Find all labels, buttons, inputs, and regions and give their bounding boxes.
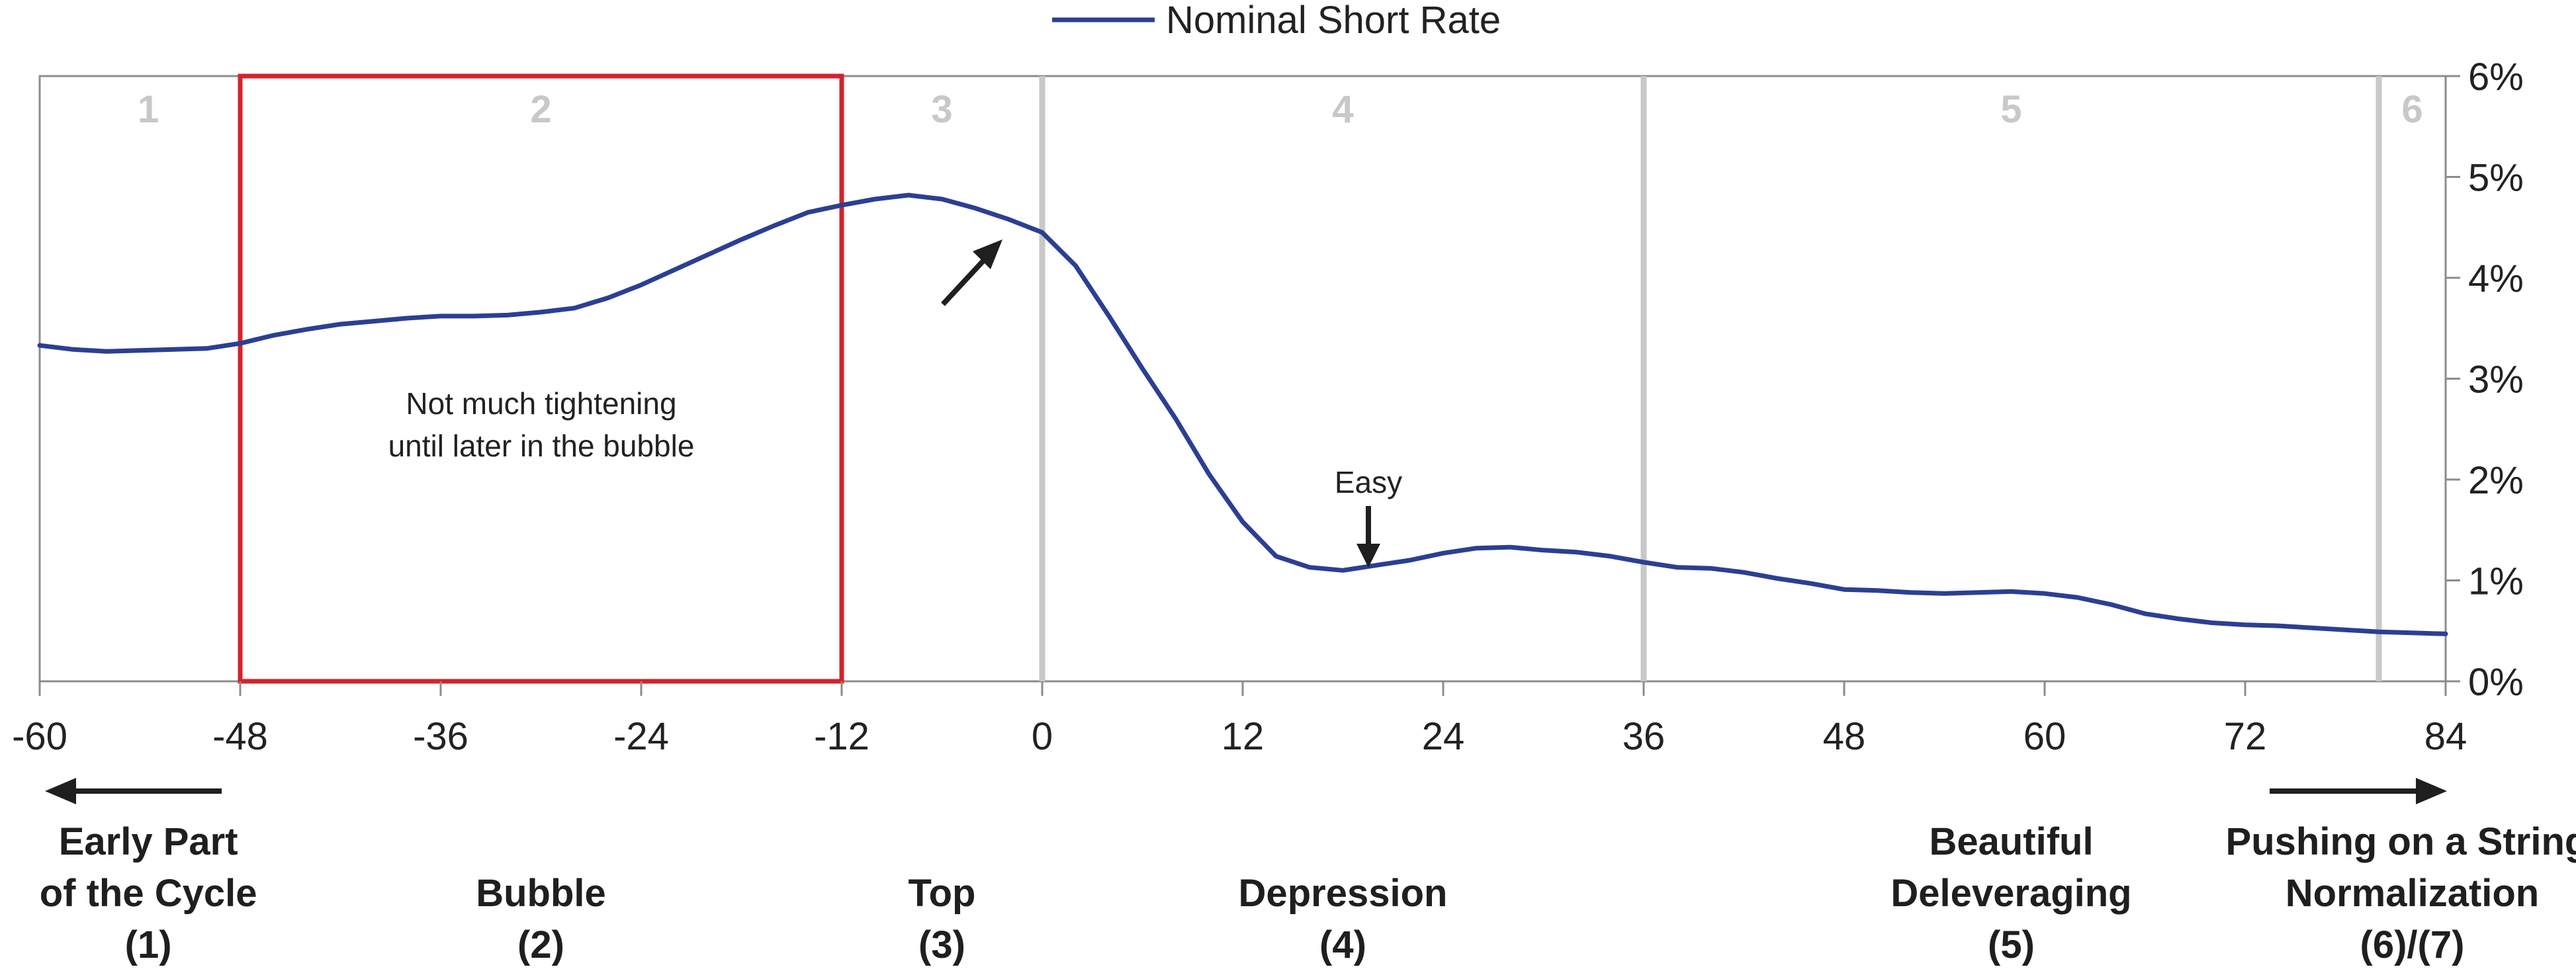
legend-label: Nominal Short Rate bbox=[1166, 0, 1501, 42]
phase-dividers bbox=[1039, 76, 2382, 681]
phase-label-1: Early Part bbox=[59, 820, 238, 863]
y-tick-label: 0% bbox=[2468, 661, 2524, 704]
x-tick-label: 12 bbox=[1221, 715, 1265, 758]
phase-label-1: (1) bbox=[125, 923, 172, 966]
x-tick-label: -12 bbox=[814, 715, 869, 758]
phase-label-5: (5) bbox=[1988, 923, 2035, 966]
phase-number-2: 2 bbox=[530, 88, 551, 131]
x-tick-label: 84 bbox=[2424, 715, 2467, 758]
phase-label-3: (3) bbox=[918, 923, 965, 966]
x-tick-label: -36 bbox=[413, 715, 468, 758]
annotation-tightening-line2: until later in the bubble bbox=[388, 429, 695, 463]
phase-label-5: Deleveraging bbox=[1890, 872, 2131, 915]
x-axis: -60 -48 -36 -24 -12 0 12 24 36 48 60 72 84 bbox=[12, 681, 2467, 758]
phase-number-6: 6 bbox=[2401, 88, 2422, 131]
annotation-easy: Easy bbox=[1335, 465, 1402, 499]
x-tick-label: -24 bbox=[613, 715, 669, 758]
y-tick-label: 5% bbox=[2468, 157, 2524, 200]
plot-frame bbox=[38, 75, 2447, 683]
phase-label-6: Normalization bbox=[2286, 872, 2540, 915]
bubble-highlight-box bbox=[238, 73, 844, 684]
x-tick-label: -48 bbox=[212, 715, 268, 758]
x-tick-label: 48 bbox=[1823, 715, 1866, 758]
x-tick-label: 60 bbox=[2023, 715, 2066, 758]
phase-label-2: Bubble bbox=[476, 872, 606, 915]
y-axis: 0% 1% 2% 3% 4% 5% 6% bbox=[2446, 56, 2524, 704]
y-tick-label: 6% bbox=[2468, 56, 2524, 99]
right-arrow-icon bbox=[2270, 778, 2447, 804]
phase-number-1: 1 bbox=[138, 88, 159, 131]
phase-label-1: of the Cycle bbox=[40, 872, 257, 915]
x-tick-label: -60 bbox=[12, 715, 67, 758]
x-tick-label: 72 bbox=[2224, 715, 2267, 758]
phase-label-5: Beautiful bbox=[1929, 820, 2093, 863]
x-tick-label: 0 bbox=[1032, 715, 1053, 758]
phase-labels: Early Part of the Cycle (1) Bubble (2) Top (3)… bbox=[40, 820, 2576, 966]
phase-number-4: 4 bbox=[1332, 88, 1353, 131]
y-tick-label: 1% bbox=[2468, 560, 2524, 603]
phase-label-4: (4) bbox=[1319, 923, 1366, 966]
y-tick-label: 2% bbox=[2468, 459, 2524, 502]
phase-number-5: 5 bbox=[2000, 88, 2021, 131]
up-arrow-icon bbox=[941, 239, 1002, 306]
phase-label-3: Top bbox=[909, 872, 976, 915]
phase-label-6: (6)/(7) bbox=[2360, 923, 2465, 966]
phase-numbers: 1 2 3 4 5 6 bbox=[138, 88, 2423, 131]
phase-label-4: Depression bbox=[1239, 872, 1448, 915]
annotation-tightening-line1: Not much tightening bbox=[406, 386, 676, 421]
y-tick-label: 4% bbox=[2468, 257, 2524, 300]
y-tick-label: 3% bbox=[2468, 359, 2524, 402]
series-nominal-short-rate bbox=[37, 192, 2448, 636]
phase-label-2: (2) bbox=[517, 923, 564, 966]
down-arrow-icon bbox=[1356, 506, 1380, 568]
left-arrow-icon bbox=[45, 778, 222, 804]
phase-number-3: 3 bbox=[931, 88, 952, 131]
phase-label-6: Pushing on a String/ bbox=[2226, 820, 2576, 863]
x-tick-label: 36 bbox=[1622, 715, 1666, 758]
x-tick-label: 24 bbox=[1422, 715, 1465, 758]
